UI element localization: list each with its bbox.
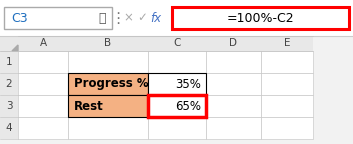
Bar xyxy=(0,0,353,36)
Bar xyxy=(261,73,313,95)
Text: 65%: 65% xyxy=(175,100,201,112)
Text: Rest: Rest xyxy=(74,100,104,112)
Bar xyxy=(148,73,206,95)
Bar xyxy=(68,95,148,117)
Text: E: E xyxy=(284,38,290,49)
Bar xyxy=(148,95,206,117)
Text: A: A xyxy=(40,38,47,49)
Bar xyxy=(18,51,68,73)
Text: 1: 1 xyxy=(6,57,12,67)
Text: 4: 4 xyxy=(6,123,12,133)
Text: C: C xyxy=(173,38,181,49)
Bar xyxy=(148,95,206,117)
Bar xyxy=(68,73,148,95)
Bar xyxy=(0,36,313,51)
Text: B: B xyxy=(104,38,112,49)
Polygon shape xyxy=(12,45,18,51)
Text: ⋮: ⋮ xyxy=(110,11,126,25)
Bar xyxy=(4,7,112,29)
Bar xyxy=(261,51,313,73)
Text: ×: × xyxy=(123,12,133,24)
Bar xyxy=(18,117,68,139)
Bar xyxy=(206,73,261,95)
Text: Progress %: Progress % xyxy=(74,77,149,90)
Bar xyxy=(261,117,313,139)
Text: ✓: ✓ xyxy=(137,12,147,24)
Bar xyxy=(18,73,68,95)
Bar xyxy=(206,51,261,73)
Bar xyxy=(148,73,206,95)
Text: fx: fx xyxy=(150,12,162,24)
Bar xyxy=(0,51,18,139)
Bar xyxy=(148,117,206,139)
Bar xyxy=(206,95,261,117)
Bar xyxy=(68,117,148,139)
Bar xyxy=(148,51,206,73)
Text: =100%-C2: =100%-C2 xyxy=(227,12,294,24)
Bar xyxy=(18,95,68,117)
Bar xyxy=(172,7,349,29)
Text: 2: 2 xyxy=(6,79,12,89)
Text: D: D xyxy=(229,38,238,49)
Text: 35%: 35% xyxy=(175,77,201,90)
Text: 3: 3 xyxy=(6,101,12,111)
Bar xyxy=(148,95,206,117)
Text: C3: C3 xyxy=(11,12,28,24)
Bar xyxy=(206,117,261,139)
Text: ⌵: ⌵ xyxy=(98,12,106,24)
Bar xyxy=(261,95,313,117)
Bar xyxy=(68,95,148,117)
Bar xyxy=(68,51,148,73)
Bar xyxy=(68,73,148,95)
